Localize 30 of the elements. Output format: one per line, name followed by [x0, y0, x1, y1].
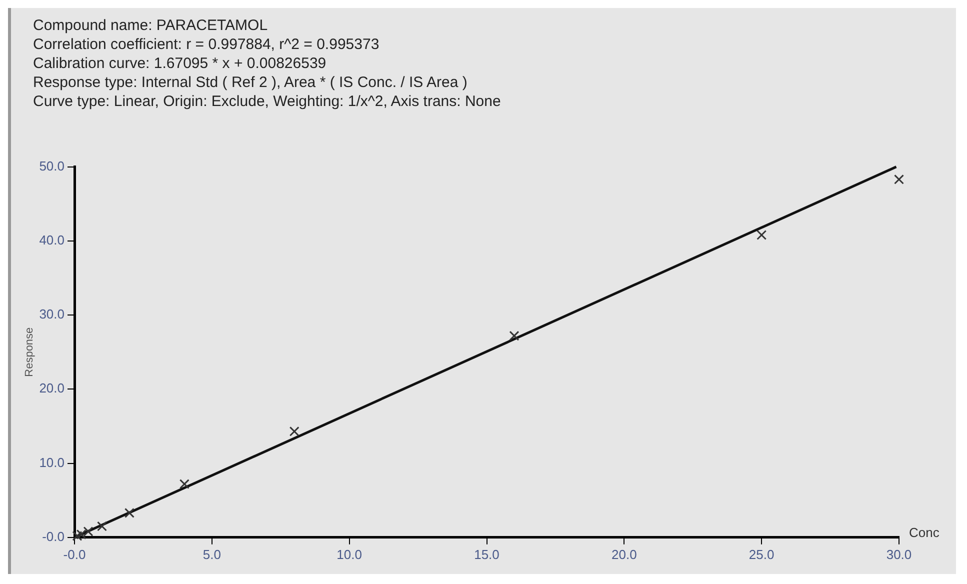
chart-title: Compound name: PARACETAMOL [33, 16, 269, 35]
point [179, 479, 190, 490]
point [756, 230, 767, 240]
text: Calibration curve: 1.67095 * x + 0.00826539 [33, 54, 328, 73]
point [124, 508, 134, 518]
text: Correlation coefficient: r = 0.997884, r^2 = 0.995373 [33, 35, 380, 54]
x-tick-label: 30.0 [886, 546, 912, 562]
point [83, 526, 94, 536]
x-tick-label: 20.0 [612, 546, 637, 562]
y-axis-title: Response [24, 327, 36, 377]
y-tick-label: -0.0 [42, 528, 64, 544]
point [894, 174, 904, 184]
point [76, 529, 86, 540]
y-tick-label: 20.0 [39, 380, 64, 396]
y-tick-label: 30.0 [39, 306, 64, 322]
y-tick-label: 10.0 [39, 454, 64, 470]
point [96, 521, 107, 532]
text: Curve type: Linear, Origin: Exclude, Weighting: 1/x^2, Axis trans: None [33, 92, 502, 111]
x-tick-label: 15.0 [474, 546, 500, 562]
point [509, 330, 520, 341]
point [72, 530, 82, 541]
point [289, 426, 300, 436]
x-tick-label: 10.0 [336, 546, 362, 562]
x-tick-label: 25.0 [748, 546, 774, 562]
x-axis-title: Conc [909, 524, 940, 540]
y-tick-label: 40.0 [39, 232, 64, 248]
y-tick-label: 50.0 [39, 158, 64, 174]
x-tick-label: 5.0 [202, 546, 221, 562]
x-tick-label: -0.0 [63, 546, 86, 562]
text: Response type: Internal Std ( Ref 2 ), Area * ( IS Conc. / IS Area ) [33, 73, 468, 92]
